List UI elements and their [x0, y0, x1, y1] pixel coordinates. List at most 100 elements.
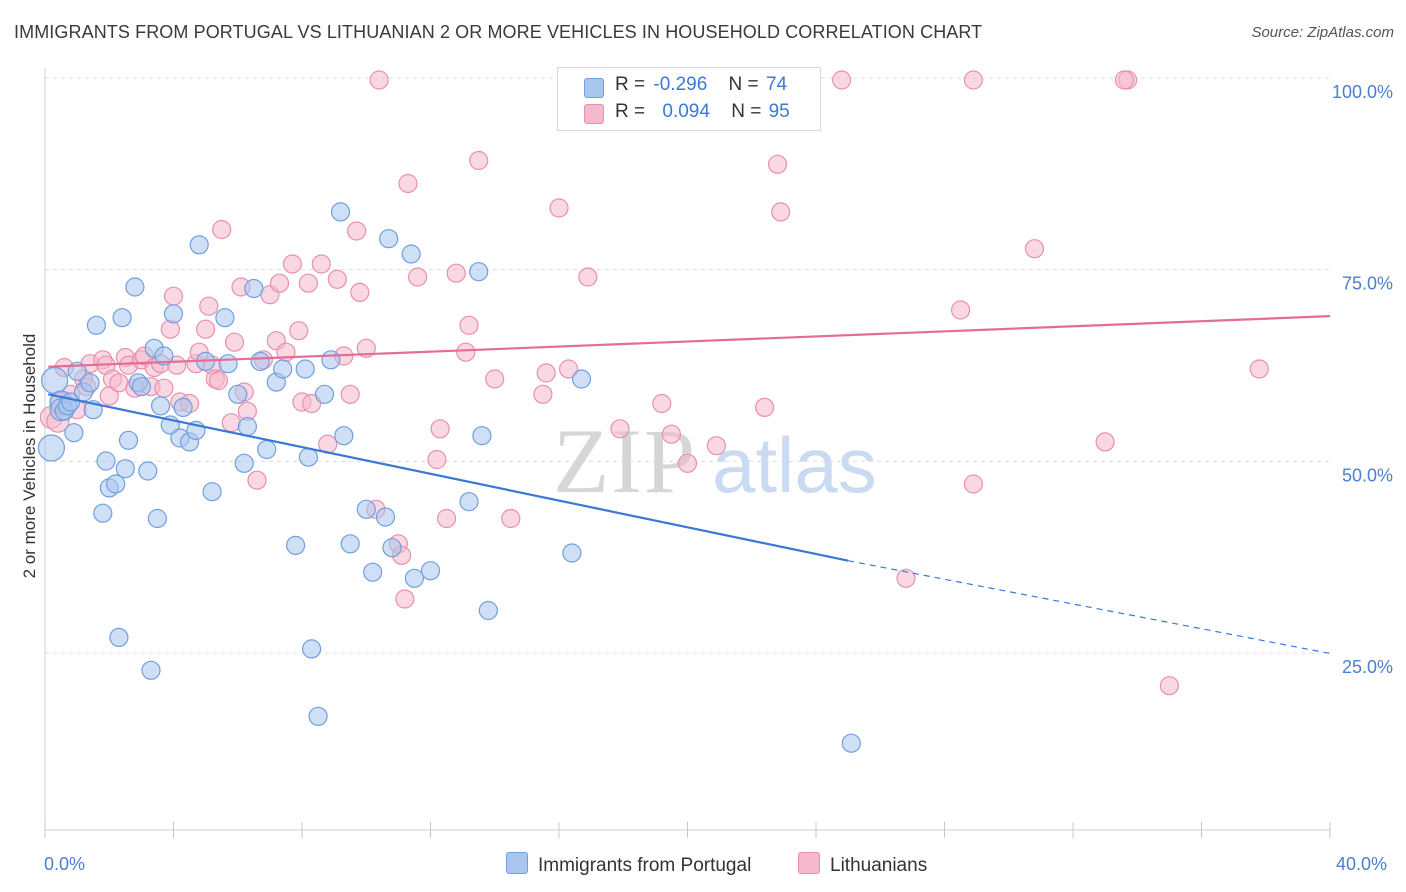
pink-point	[347, 221, 367, 241]
blue-point	[125, 277, 145, 297]
pink-point	[963, 70, 984, 90]
legend-blue-swatch	[506, 852, 528, 874]
legend-blue: Immigrants from Portugal	[506, 852, 751, 876]
pink-point	[832, 70, 852, 90]
y-tick-label-25: 25.0%	[1342, 657, 1393, 677]
blue-point	[96, 451, 116, 471]
legend-pink: Lithuanians	[798, 852, 927, 876]
pink-point	[208, 370, 229, 391]
blue-point	[244, 278, 264, 299]
portugal-trend-extension	[848, 560, 1331, 655]
pink-point	[706, 436, 727, 456]
blue-point	[308, 706, 328, 726]
pink-point	[1249, 359, 1269, 379]
blue-point	[382, 538, 402, 558]
blue-point	[286, 535, 306, 556]
blue-point	[138, 461, 158, 481]
blue-point	[401, 244, 421, 264]
blue-point	[478, 600, 498, 621]
pink-point	[221, 413, 241, 433]
pink-point	[311, 254, 331, 274]
grid-lines	[45, 77, 1330, 654]
pink-point	[1024, 239, 1045, 259]
blue-point	[173, 397, 193, 417]
y-tick-label-75: 75.0%	[1342, 274, 1393, 294]
pink-point	[437, 508, 457, 529]
blue-point	[40, 366, 69, 395]
pink-point	[536, 363, 556, 383]
portugal-trend-line	[47, 393, 849, 562]
y-tick-label-100: 100.0%	[1332, 82, 1393, 102]
blue-point	[112, 308, 132, 328]
y-tick-label-50: 50.0%	[1342, 465, 1393, 485]
blue-point	[472, 426, 492, 446]
pink-point	[677, 453, 698, 473]
y-tick-labels: 25.0% 50.0% 75.0% 100.0%	[1332, 82, 1393, 677]
blue-point	[86, 315, 107, 335]
pink-point	[549, 198, 569, 218]
blue-point	[202, 482, 222, 502]
blue-point	[302, 639, 322, 659]
pink-point	[298, 273, 318, 293]
blue-point	[257, 439, 277, 460]
blue-point	[340, 534, 360, 554]
chart-source: Source: ZipAtlas.com	[1251, 24, 1394, 41]
y-axis-label: 2 or more Vehicles in Household	[20, 334, 39, 579]
blue-point	[356, 499, 376, 519]
x-ticks	[44, 822, 1331, 838]
pink-point	[350, 282, 370, 302]
pink-r-label: R =	[615, 101, 646, 122]
blue-point	[109, 627, 129, 648]
blue-point	[841, 733, 861, 753]
pink-point	[199, 296, 219, 316]
lithuanians-trend-line	[48, 315, 1331, 368]
pink-point	[289, 321, 309, 341]
blue-point	[163, 304, 184, 324]
watermark: ZIP atlas	[553, 410, 877, 512]
blue-point	[420, 561, 441, 581]
blue-point	[330, 202, 351, 222]
blue-point	[215, 308, 235, 328]
legend-pink-label: Lithuanians	[830, 855, 928, 876]
blue-point	[118, 430, 139, 450]
blue-point	[375, 507, 396, 527]
blue-n-value: 74	[765, 74, 788, 95]
blue-point	[314, 384, 335, 404]
x-tick-label-max: 40.0%	[1336, 854, 1387, 874]
blue-point	[234, 453, 254, 473]
blue-point	[189, 235, 209, 255]
blue-point	[154, 346, 174, 366]
pink-point	[196, 319, 216, 339]
blue-point	[93, 503, 113, 523]
blue-point	[106, 474, 126, 494]
pink-point	[163, 286, 184, 306]
pink-point	[754, 397, 775, 417]
pink-point	[269, 273, 290, 293]
pink-point	[767, 154, 788, 174]
blue-point	[115, 459, 135, 479]
pink-point	[282, 254, 302, 274]
blue-r-label: R =	[615, 74, 646, 95]
pink-point	[652, 393, 672, 414]
pink-point	[408, 267, 428, 287]
blue-point	[64, 423, 84, 443]
pink-point	[485, 369, 505, 389]
legend-blue-label: Immigrants from Portugal	[538, 855, 752, 876]
pink-point	[456, 342, 476, 362]
blue-r-value: -0.296	[653, 74, 708, 95]
blue-point	[237, 416, 257, 437]
pink-point	[896, 568, 916, 588]
pink-point	[369, 70, 389, 90]
blue-point	[363, 562, 383, 582]
pink-point	[247, 470, 267, 490]
pink-point	[610, 419, 630, 439]
pink-point	[950, 300, 971, 320]
pink-point	[501, 508, 521, 529]
trend-lines	[47, 315, 1331, 655]
pink-n-label: N =	[731, 101, 762, 122]
blue-point	[131, 377, 151, 397]
blue-point	[379, 229, 399, 249]
blue-point	[562, 543, 582, 563]
blue-n-label: N =	[728, 74, 759, 95]
